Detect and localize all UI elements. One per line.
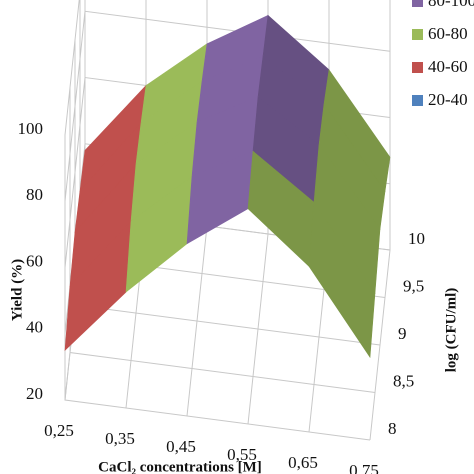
- x-tick-label: 0,75: [349, 461, 379, 474]
- z-tick-label: 20: [26, 384, 43, 403]
- legend-swatch: [412, 62, 423, 73]
- y-axis-label: log (CFU/ml): [443, 288, 459, 373]
- legend-swatch: [412, 95, 423, 106]
- y-tick-label: 9,5: [403, 276, 424, 295]
- legend-label: 80-100: [428, 0, 474, 10]
- z-axis-label: Yield (%): [9, 259, 25, 321]
- x-tick-label: 0,45: [166, 437, 196, 456]
- y-tick-label: 8: [388, 419, 397, 438]
- y-tick-label: 10: [408, 229, 425, 248]
- legend-swatch: [412, 29, 423, 40]
- grid-line: [369, 0, 391, 441]
- z-tick-label: 60: [26, 251, 43, 270]
- z-tick-label: 80: [26, 185, 43, 204]
- x-axis-label: CaCl₂ concentrations [M]: [98, 459, 262, 474]
- z-tick-label: 40: [26, 318, 43, 337]
- surface-face: [308, 201, 376, 359]
- y-tick-label: 9: [398, 324, 407, 343]
- legend-label: 20-40: [428, 90, 468, 109]
- grid-line: [64, 0, 80, 136]
- x-tick-label: 0,35: [105, 429, 135, 448]
- y-tick-label: 8,5: [393, 371, 414, 390]
- x-tick-label: 0,55: [227, 445, 257, 464]
- x-tick-label: 0,65: [288, 453, 318, 472]
- legend-swatch: [412, 0, 423, 7]
- legend-label: 60-80: [428, 24, 468, 43]
- legend-label: 40-60: [428, 57, 468, 76]
- z-tick-label: 100: [18, 119, 44, 138]
- x-tick-label: 0,25: [44, 421, 74, 440]
